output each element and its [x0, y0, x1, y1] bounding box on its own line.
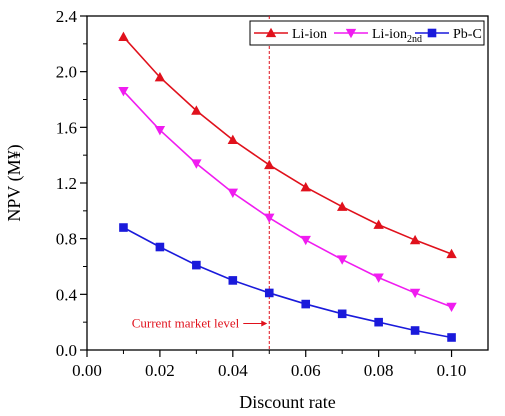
data-point [447, 333, 456, 342]
legend-marker [345, 28, 357, 39]
data-point [409, 288, 421, 299]
data-point [373, 273, 384, 283]
series-layer [118, 31, 457, 342]
annotation-label: Current market level [132, 316, 240, 331]
legend-marker [427, 28, 437, 38]
y-tick-label: 2.0 [56, 63, 77, 82]
legend-label: Li-ion2nd [372, 27, 422, 45]
series-1 [118, 31, 457, 259]
y-tick-label: 2.4 [56, 7, 78, 26]
annotation-arrow-head [261, 320, 268, 327]
data-point [264, 288, 274, 298]
data-point [301, 299, 311, 309]
axes-layer: 0.00 0.02 0.04 0.06 0.08 0.10 0.0 0.4 0.8 1.2 1.6 2… [56, 7, 467, 380]
legend: Li-ion Li-ion2nd Pb-C [249, 20, 485, 46]
series-line [123, 226, 452, 339]
data-point [154, 72, 166, 82]
x-tick-label: 0.04 [218, 361, 248, 380]
x-tick-label: 0.08 [364, 361, 394, 380]
data-point [336, 201, 348, 211]
data-point [191, 159, 202, 169]
data-point [446, 302, 457, 313]
series-3 [119, 223, 456, 342]
data-point [336, 255, 348, 265]
x-tick-label: 0.02 [145, 361, 175, 380]
x-tick-label: 0.00 [72, 361, 102, 380]
legend-label: Pb-C [453, 27, 482, 42]
data-point [192, 260, 201, 270]
plot-frame [86, 15, 489, 351]
data-point [227, 188, 239, 198]
y-axis-title: NPV (M¥) [4, 144, 25, 221]
data-point [300, 181, 311, 192]
data-point [154, 125, 166, 136]
data-point [264, 159, 275, 170]
series-line [122, 36, 452, 255]
data-point [409, 234, 421, 245]
legend-label: Li-ion [292, 27, 327, 42]
data-point [446, 248, 457, 259]
data-point [228, 276, 238, 285]
x-axis-title: Discount rate [239, 392, 335, 412]
x-tick-label: 0.06 [291, 361, 321, 380]
y-tick-label: 1.2 [56, 174, 77, 193]
data-point [119, 223, 128, 232]
data-point [155, 242, 165, 252]
y-tick-label: 0.4 [56, 285, 78, 304]
data-point [300, 235, 311, 246]
data-point [373, 219, 384, 229]
legend-marker [265, 27, 277, 38]
y-tick-label: 0.8 [56, 230, 77, 249]
data-point [191, 105, 202, 115]
data-point [337, 309, 347, 319]
data-point [264, 213, 275, 223]
data-point [227, 134, 239, 145]
x-tick-label: 0.10 [437, 361, 467, 380]
data-point [374, 317, 383, 327]
series-2 [118, 86, 457, 313]
data-point [410, 326, 420, 335]
y-tick-label: 0.0 [56, 341, 77, 360]
y-tick-label: 1.6 [56, 118, 77, 137]
data-point [118, 86, 129, 97]
series-line [122, 90, 452, 308]
data-point [118, 31, 129, 42]
annotation: Current market level [132, 316, 268, 331]
plot-area [86, 15, 489, 351]
